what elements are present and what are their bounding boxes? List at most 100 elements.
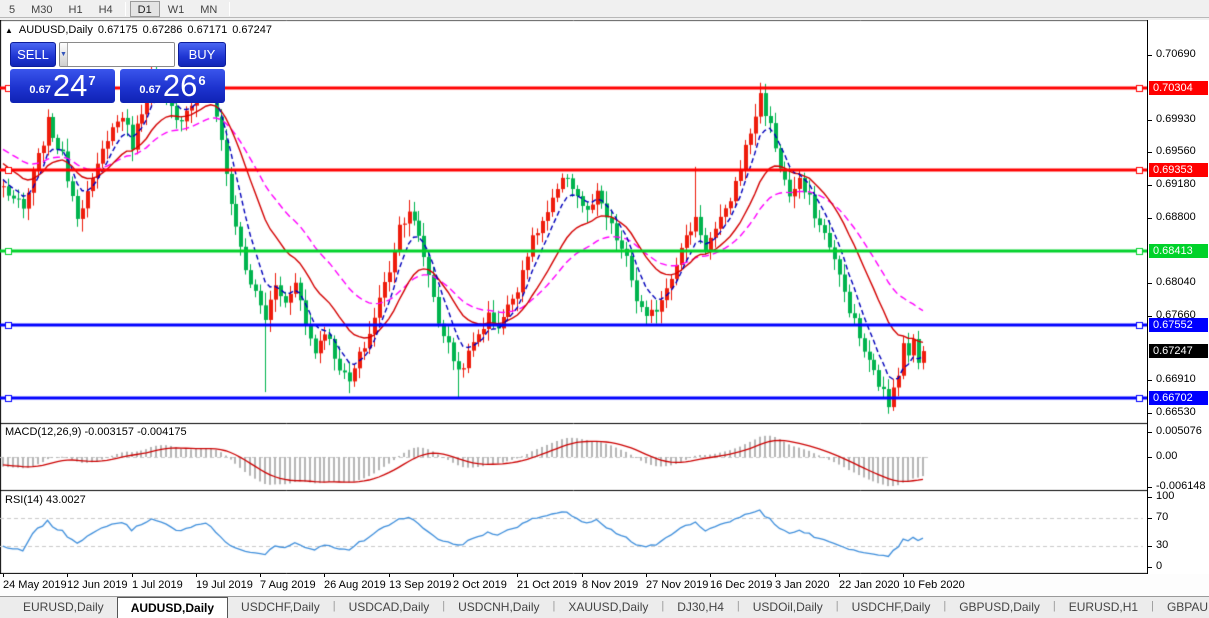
macd-indicator-label: MACD(12,26,9) -0.003157 -0.004175 (5, 426, 187, 438)
macd-axis-tick (1148, 457, 1152, 458)
rsi-axis-tick (1148, 518, 1152, 519)
rsi-axis-label: 0 (1156, 560, 1163, 572)
volume-spinner: ▼ ▲ (59, 42, 175, 67)
chart-tab-EURUSD-H1[interactable]: EURUSD,H1 (1068, 600, 1139, 614)
price-axis-label: 0.66910 (1156, 373, 1196, 385)
date-axis-tick (324, 574, 325, 577)
chart-tab-USDOil-Daily[interactable]: USDOil,Daily (752, 600, 823, 614)
date-axis-tick (775, 574, 776, 577)
rsi-axis-tick (1148, 546, 1152, 547)
timeframe-toolbar: 5 M30 H1 H4 D1 W1 MN (0, 0, 1209, 18)
chart-tab-GBPAUD-H1[interactable]: GBPAUD,H1 (1166, 600, 1209, 614)
date-axis-label: 12 Jun 2019 (67, 579, 128, 591)
price-axis-tick (1148, 152, 1152, 153)
price-axis[interactable]: 0.70690 0.69930 0.69560 0.69180 0.68800 0.680… (1147, 20, 1209, 574)
level-price-label: 0.69353 (1149, 163, 1208, 177)
chart-title: ▲ AUDUSD,Daily 0.67175 0.67286 0.67171 0… (5, 24, 272, 36)
level-price-label: 0.67552 (1149, 318, 1208, 332)
price-axis-label: 0.68040 (1156, 276, 1196, 288)
date-axis-label: 22 Jan 2020 (839, 579, 900, 591)
sell-price-main: 24 (52, 68, 88, 103)
price-axis-tick (1148, 218, 1152, 219)
chart-tab-GBPUSD-Daily[interactable]: GBPUSD,Daily (959, 600, 1040, 614)
price-axis-label: 0.68800 (1156, 211, 1196, 223)
current-price-label: 0.67247 (1149, 344, 1208, 358)
tab-separator: | (1052, 600, 1056, 612)
date-axis-tick (517, 574, 518, 577)
tab-separator: | (835, 600, 839, 612)
sell-price-button[interactable]: 0.67 24 7 (10, 69, 115, 103)
chart-tab-EURUSD-Daily[interactable]: EURUSD,Daily (23, 600, 104, 614)
price-axis-tick (1148, 55, 1152, 56)
price-axis-label: 0.69180 (1156, 178, 1196, 190)
one-click-trade-panel: SELL ▼ ▲ BUY 0.67 24 7 0.67 26 6 (10, 42, 226, 103)
level-price-label: 0.68413 (1149, 244, 1208, 258)
timeframe-button-H1[interactable]: H1 (68, 3, 83, 16)
date-axis-tick (196, 574, 197, 577)
chart-symbol-label: AUDUSD,Daily (18, 24, 93, 36)
tab-separator: | (1151, 600, 1154, 612)
buy-button[interactable]: BUY (178, 42, 226, 67)
macd-axis-tick (1148, 432, 1152, 433)
rsi-axis-label: 30 (1156, 539, 1169, 551)
chart-tab-USDCAD-Daily[interactable]: USDCAD,Daily (348, 600, 430, 614)
date-axis-label: 3 Jan 2020 (775, 579, 830, 591)
tab-separator: | (442, 600, 446, 612)
date-axis[interactable]: 24 May 2019 12 Jun 2019 1 Jul 2019 19 Jul 2… (0, 574, 1209, 597)
rsi-axis-tick (1148, 567, 1152, 568)
chart-tab-USDCHF-Daily[interactable]: USDCHF,Daily (851, 600, 931, 614)
buy-price-button[interactable]: 0.67 26 6 (120, 69, 225, 103)
date-axis-label: 8 Nov 2019 (582, 579, 639, 591)
timeframe-button-5[interactable]: 5 (9, 3, 16, 16)
timeframe-button-H4[interactable]: H4 (98, 3, 113, 16)
collapse-trade-panel-icon[interactable]: ▲ (5, 25, 13, 35)
date-axis-label: 26 Aug 2019 (324, 579, 386, 591)
date-axis-tick (582, 574, 583, 577)
date-axis-label: 2 Oct 2019 (453, 579, 507, 591)
tab-separator: | (943, 600, 947, 612)
price-axis-tick (1148, 413, 1152, 414)
buy-price-prefix: 0.67 (139, 84, 161, 96)
chart-tab-USDCHF-Daily[interactable]: USDCHF,Daily (241, 600, 320, 614)
rsi-indicator-label: RSI(14) 43.0027 (5, 494, 86, 506)
macd-axis-tick (1148, 487, 1152, 488)
tab-separator: | (332, 600, 336, 612)
macd-axis-label: 0.00 (1156, 450, 1178, 462)
price-axis-label: 0.66530 (1156, 406, 1196, 418)
date-axis-tick (132, 574, 133, 577)
rsi-axis-label: 70 (1156, 511, 1169, 523)
timeframe-button-M30[interactable]: M30 (31, 3, 53, 16)
tab-separator: | (552, 600, 556, 612)
volume-decrease-button[interactable]: ▼ (60, 43, 68, 66)
level-price-label: 0.70304 (1149, 81, 1208, 95)
chart-tab-XAUUSD-Daily[interactable]: XAUUSD,Daily (568, 600, 649, 614)
chart-tab-AUDUSD-Daily[interactable]: AUDUSD,Daily (116, 597, 229, 618)
buy-price-pip: 6 (198, 73, 206, 88)
timeframe-button-W1[interactable]: W1 (167, 3, 185, 16)
price-axis-tick (1148, 380, 1152, 381)
timeframe-button-MN[interactable]: MN (200, 3, 218, 16)
chart-low-value: 0.67171 (187, 24, 228, 36)
timeframe-button-D1[interactable]: D1 (129, 0, 160, 17)
sell-button[interactable]: SELL (10, 42, 56, 67)
date-axis-label: 16 Dec 2019 (710, 579, 773, 591)
price-axis-label: 0.70690 (1156, 48, 1196, 60)
buy-price-main: 26 (162, 68, 198, 103)
macd-axis-label: -0.006148 (1156, 480, 1206, 492)
toolbar-separator (124, 1, 126, 16)
rsi-axis-label: 100 (1156, 490, 1175, 502)
date-axis-tick (646, 574, 647, 577)
chart-tab-DJ30-H4[interactable]: DJ30,H4 (677, 600, 724, 614)
volume-input[interactable] (67, 43, 174, 66)
level-price-label: 0.66702 (1149, 391, 1208, 405)
chart-open-value: 0.67175 (97, 24, 138, 36)
chart-tab-USDCNH-Daily[interactable]: USDCNH,Daily (458, 600, 540, 614)
date-axis-label: 7 Aug 2019 (260, 579, 316, 591)
date-axis-tick (67, 574, 68, 577)
price-chart-canvas[interactable] (0, 20, 1147, 574)
date-axis-label: 10 Feb 2020 (903, 579, 965, 591)
date-axis-tick (903, 574, 904, 577)
date-axis-tick (3, 574, 4, 577)
date-axis-label: 21 Oct 2019 (517, 579, 577, 591)
price-axis-tick (1148, 283, 1152, 284)
